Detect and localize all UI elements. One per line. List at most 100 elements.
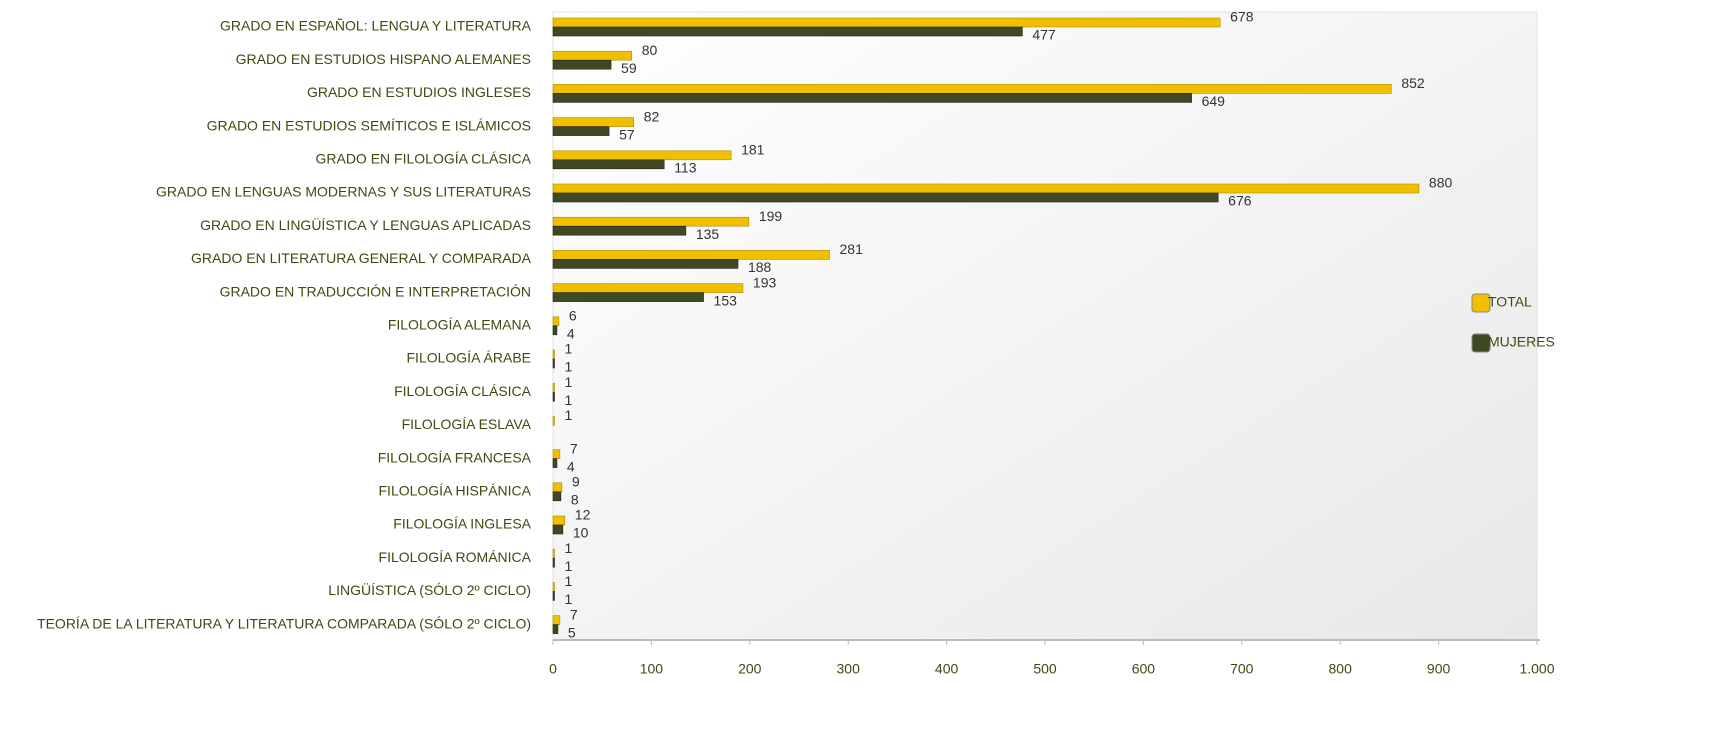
value-label: 80 <box>642 42 658 58</box>
y-tick-label: FILOLOGÍA ALEMANA <box>388 317 532 333</box>
y-tick-label: FILOLOGÍA FRANCESA <box>378 449 532 465</box>
value-label: 5 <box>568 624 576 640</box>
value-label: 678 <box>1230 9 1254 25</box>
y-tick-label: FILOLOGÍA HISPÁNICA <box>379 483 532 499</box>
bar <box>552 192 1219 203</box>
x-tick-label: 800 <box>1329 661 1353 677</box>
x-tick-label: 300 <box>837 661 861 677</box>
value-label: 1 <box>565 407 573 423</box>
bar <box>552 382 555 393</box>
y-tick-label: GRADO EN LITERATURA GENERAL Y COMPARADA <box>191 250 532 266</box>
x-tick-label: 600 <box>1132 661 1156 677</box>
bar <box>552 449 561 459</box>
value-label: 153 <box>714 292 738 308</box>
bar <box>552 259 739 269</box>
value-label: 10 <box>573 525 589 541</box>
bar <box>552 615 561 625</box>
bar <box>552 325 558 336</box>
value-label: 8 <box>571 492 579 508</box>
bar <box>552 524 564 535</box>
value-label: 1 <box>565 341 573 357</box>
value-label: 4 <box>567 458 575 474</box>
bar <box>552 624 559 634</box>
bar <box>552 491 562 502</box>
value-label: 281 <box>840 241 864 257</box>
value-label: 7 <box>570 440 578 456</box>
legend-swatch <box>1471 293 1491 313</box>
value-label: 7 <box>570 606 578 622</box>
y-tick-label: FILOLOGÍA ÁRABE <box>407 350 532 366</box>
value-label: 1 <box>565 374 573 390</box>
value-label: 9 <box>572 474 580 490</box>
value-label: 113 <box>674 160 697 176</box>
y-tick-label: FILOLOGÍA CLÁSICA <box>394 383 532 399</box>
value-label: 82 <box>644 108 660 124</box>
value-label: 135 <box>696 226 720 242</box>
bar <box>552 26 1023 37</box>
bar <box>552 50 633 61</box>
bar <box>552 84 1392 94</box>
value-label: 188 <box>748 259 772 275</box>
bar <box>552 225 687 236</box>
value-label: 193 <box>753 274 777 290</box>
bar <box>552 117 634 127</box>
bar <box>552 591 555 601</box>
bar <box>552 548 555 559</box>
value-label: 1 <box>565 591 573 607</box>
x-tick-label: 1.000 <box>1519 661 1554 677</box>
bar <box>552 458 558 468</box>
value-label: 57 <box>619 126 635 142</box>
legend-swatch <box>1471 333 1491 353</box>
y-tick-label: LINGÜÍSTICA (SÓLO 2º CICLO) <box>328 581 531 598</box>
bar <box>552 349 555 360</box>
y-tick-label: GRADO EN ESTUDIOS INGLESES <box>307 84 531 100</box>
y-tick-label: TEORÍA DE LA LITERATURA Y LITERATURA COM… <box>37 615 531 631</box>
value-label: 1 <box>565 359 573 375</box>
bar <box>552 159 665 170</box>
value-label: 12 <box>575 507 591 523</box>
legend-label: TOTAL <box>1488 294 1532 310</box>
x-tick-label: 700 <box>1230 661 1254 677</box>
value-label: 1 <box>565 540 573 556</box>
x-tick-label: 900 <box>1427 661 1451 677</box>
x-tick-label: 100 <box>640 661 664 677</box>
value-label: 59 <box>621 60 637 76</box>
bar <box>552 482 563 493</box>
plot-area <box>552 11 1538 641</box>
bar <box>552 93 1192 103</box>
bar <box>552 391 555 402</box>
y-tick-label: FILOLOGÍA ESLAVA <box>402 416 532 432</box>
bar <box>552 292 704 302</box>
legend-label: MUJERES <box>1488 334 1555 350</box>
value-label: 4 <box>567 326 575 342</box>
y-tick-label: FILOLOGÍA ROMÁNICA <box>379 549 532 565</box>
value-label: 199 <box>759 208 783 224</box>
bar <box>552 59 612 70</box>
bar <box>552 358 555 369</box>
bar <box>552 557 555 568</box>
bar <box>552 515 566 526</box>
bar <box>552 126 610 136</box>
value-label: 852 <box>1401 75 1425 91</box>
value-label: 649 <box>1202 93 1226 109</box>
x-tick-label: 200 <box>738 661 762 677</box>
x-tick-label: 500 <box>1033 661 1057 677</box>
bar <box>552 416 555 426</box>
bar <box>552 250 830 260</box>
x-tick-label: 400 <box>935 661 959 677</box>
y-tick-label: GRADO EN FILOLOGÍA CLÁSICA <box>315 151 531 167</box>
bar <box>552 183 1420 194</box>
y-tick-label: GRADO EN LENGUAS MODERNAS Y SUS LITERATU… <box>156 184 531 200</box>
bar <box>552 150 732 161</box>
x-tick-label: 0 <box>549 661 557 677</box>
y-tick-label: GRADO EN ESPAÑOL: LENGUA Y LITERATURA <box>220 18 532 34</box>
y-tick-label: GRADO EN TRADUCCIÓN E INTERPRETACIÓN <box>220 283 531 299</box>
y-tick-label: FILOLOGÍA INGLESA <box>393 516 531 532</box>
y-tick-label: GRADO EN ESTUDIOS HISPANO ALEMANES <box>236 51 531 67</box>
value-label: 181 <box>741 142 765 158</box>
y-tick-label: GRADO EN LINGÜÍSTICA Y LENGUAS APLICADAS <box>200 216 531 233</box>
y-tick-label: GRADO EN ESTUDIOS SEMÍTICOS E ISLÁMICOS <box>207 117 531 133</box>
bar <box>552 283 744 293</box>
bar <box>552 582 555 592</box>
